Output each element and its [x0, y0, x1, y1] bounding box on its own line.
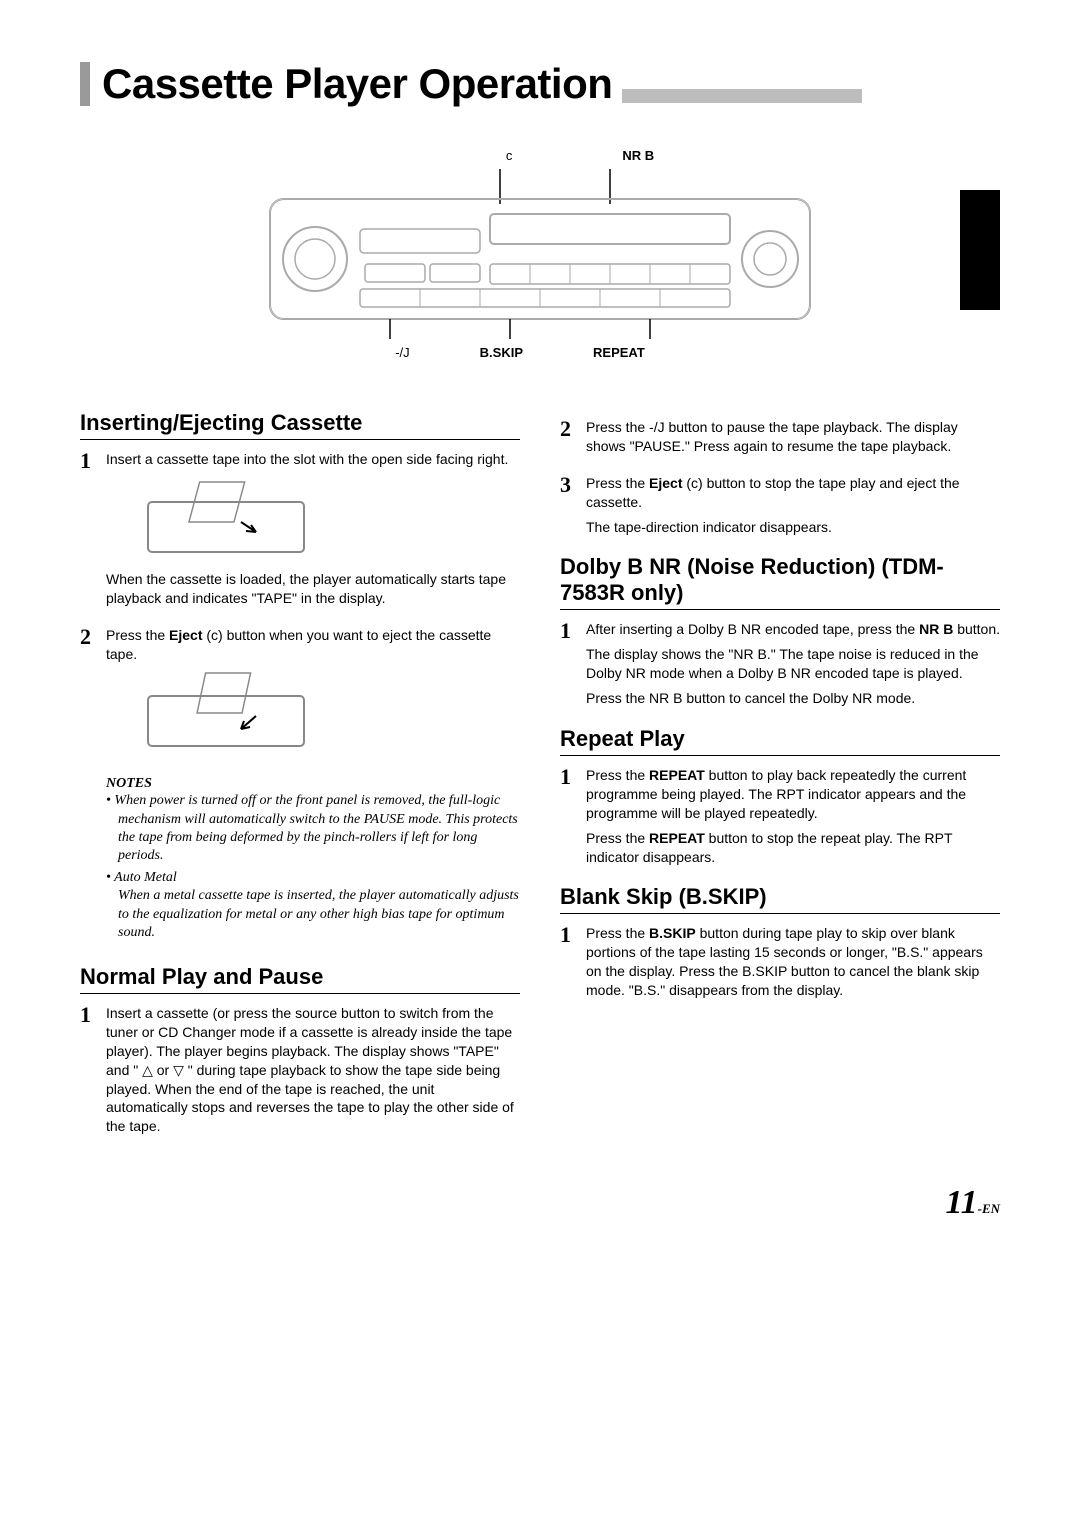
step-number: 1: [80, 1004, 96, 1142]
diagram-label-bskip: B.SKIP: [480, 345, 523, 360]
device-diagram-block: c NR B -/J B.SKIP REPEAT: [80, 148, 1000, 360]
step-body: Press the B.SKIP button during tape play…: [586, 924, 1000, 1006]
page-title: Cassette Player Operation: [102, 60, 612, 108]
left-column: Inserting/Ejecting Cassette 1 Insert a c…: [80, 400, 520, 1154]
step-number: 1: [80, 450, 96, 614]
step-body: Press the REPEAT button to play back rep…: [586, 766, 1000, 872]
step-body: Press the Eject (c) button to stop the t…: [586, 474, 1000, 543]
right-column: 2 Press the -/J button to pause the tape…: [560, 400, 1000, 1154]
diagram-label-playpause: -/J: [395, 345, 409, 360]
step-number: 2: [560, 418, 576, 462]
heading-repeat: Repeat Play: [560, 726, 1000, 756]
step-body: Press the -/J button to pause the tape p…: [586, 418, 1000, 462]
diagram-label-c: c: [506, 148, 513, 163]
step-number: 1: [560, 924, 576, 1006]
note-item: Auto MetalWhen a metal cassette tape is …: [106, 869, 520, 942]
diagram-label-nrb: NR B: [622, 148, 654, 163]
cassette-insert-diagram: [146, 477, 306, 562]
step-number: 2: [80, 626, 96, 765]
heading-insert-eject: Inserting/Ejecting Cassette: [80, 410, 520, 440]
side-tab: [960, 190, 1000, 310]
page-number: 11-EN: [80, 1184, 1000, 1222]
heading-normal-play: Normal Play and Pause: [80, 964, 520, 994]
heading-dolby: Dolby B NR (Noise Reduction) (TDM-7583R …: [560, 554, 1000, 610]
step-body: Insert a cassette tape into the slot wit…: [106, 450, 520, 614]
notes-list: When power is turned off or the front pa…: [106, 792, 520, 942]
cassette-eject-diagram: [146, 671, 306, 756]
title-accent: [80, 62, 90, 106]
step-body: Press the Eject (c) button when you want…: [106, 626, 520, 765]
step-number: 1: [560, 766, 576, 872]
diagram-label-repeat: REPEAT: [593, 345, 645, 360]
title-tail: [622, 89, 862, 103]
step-number: 3: [560, 474, 576, 543]
note-item: When power is turned off or the front pa…: [106, 792, 520, 865]
device-diagram: [260, 169, 820, 339]
heading-bskip: Blank Skip (B.SKIP): [560, 884, 1000, 914]
step-body: Insert a cassette (or press the source b…: [106, 1004, 520, 1142]
step-number: 1: [560, 620, 576, 714]
notes-heading: NOTES: [106, 776, 520, 792]
title-bar: Cassette Player Operation: [80, 60, 1000, 108]
step-body: After inserting a Dolby B NR encoded tap…: [586, 620, 1000, 714]
